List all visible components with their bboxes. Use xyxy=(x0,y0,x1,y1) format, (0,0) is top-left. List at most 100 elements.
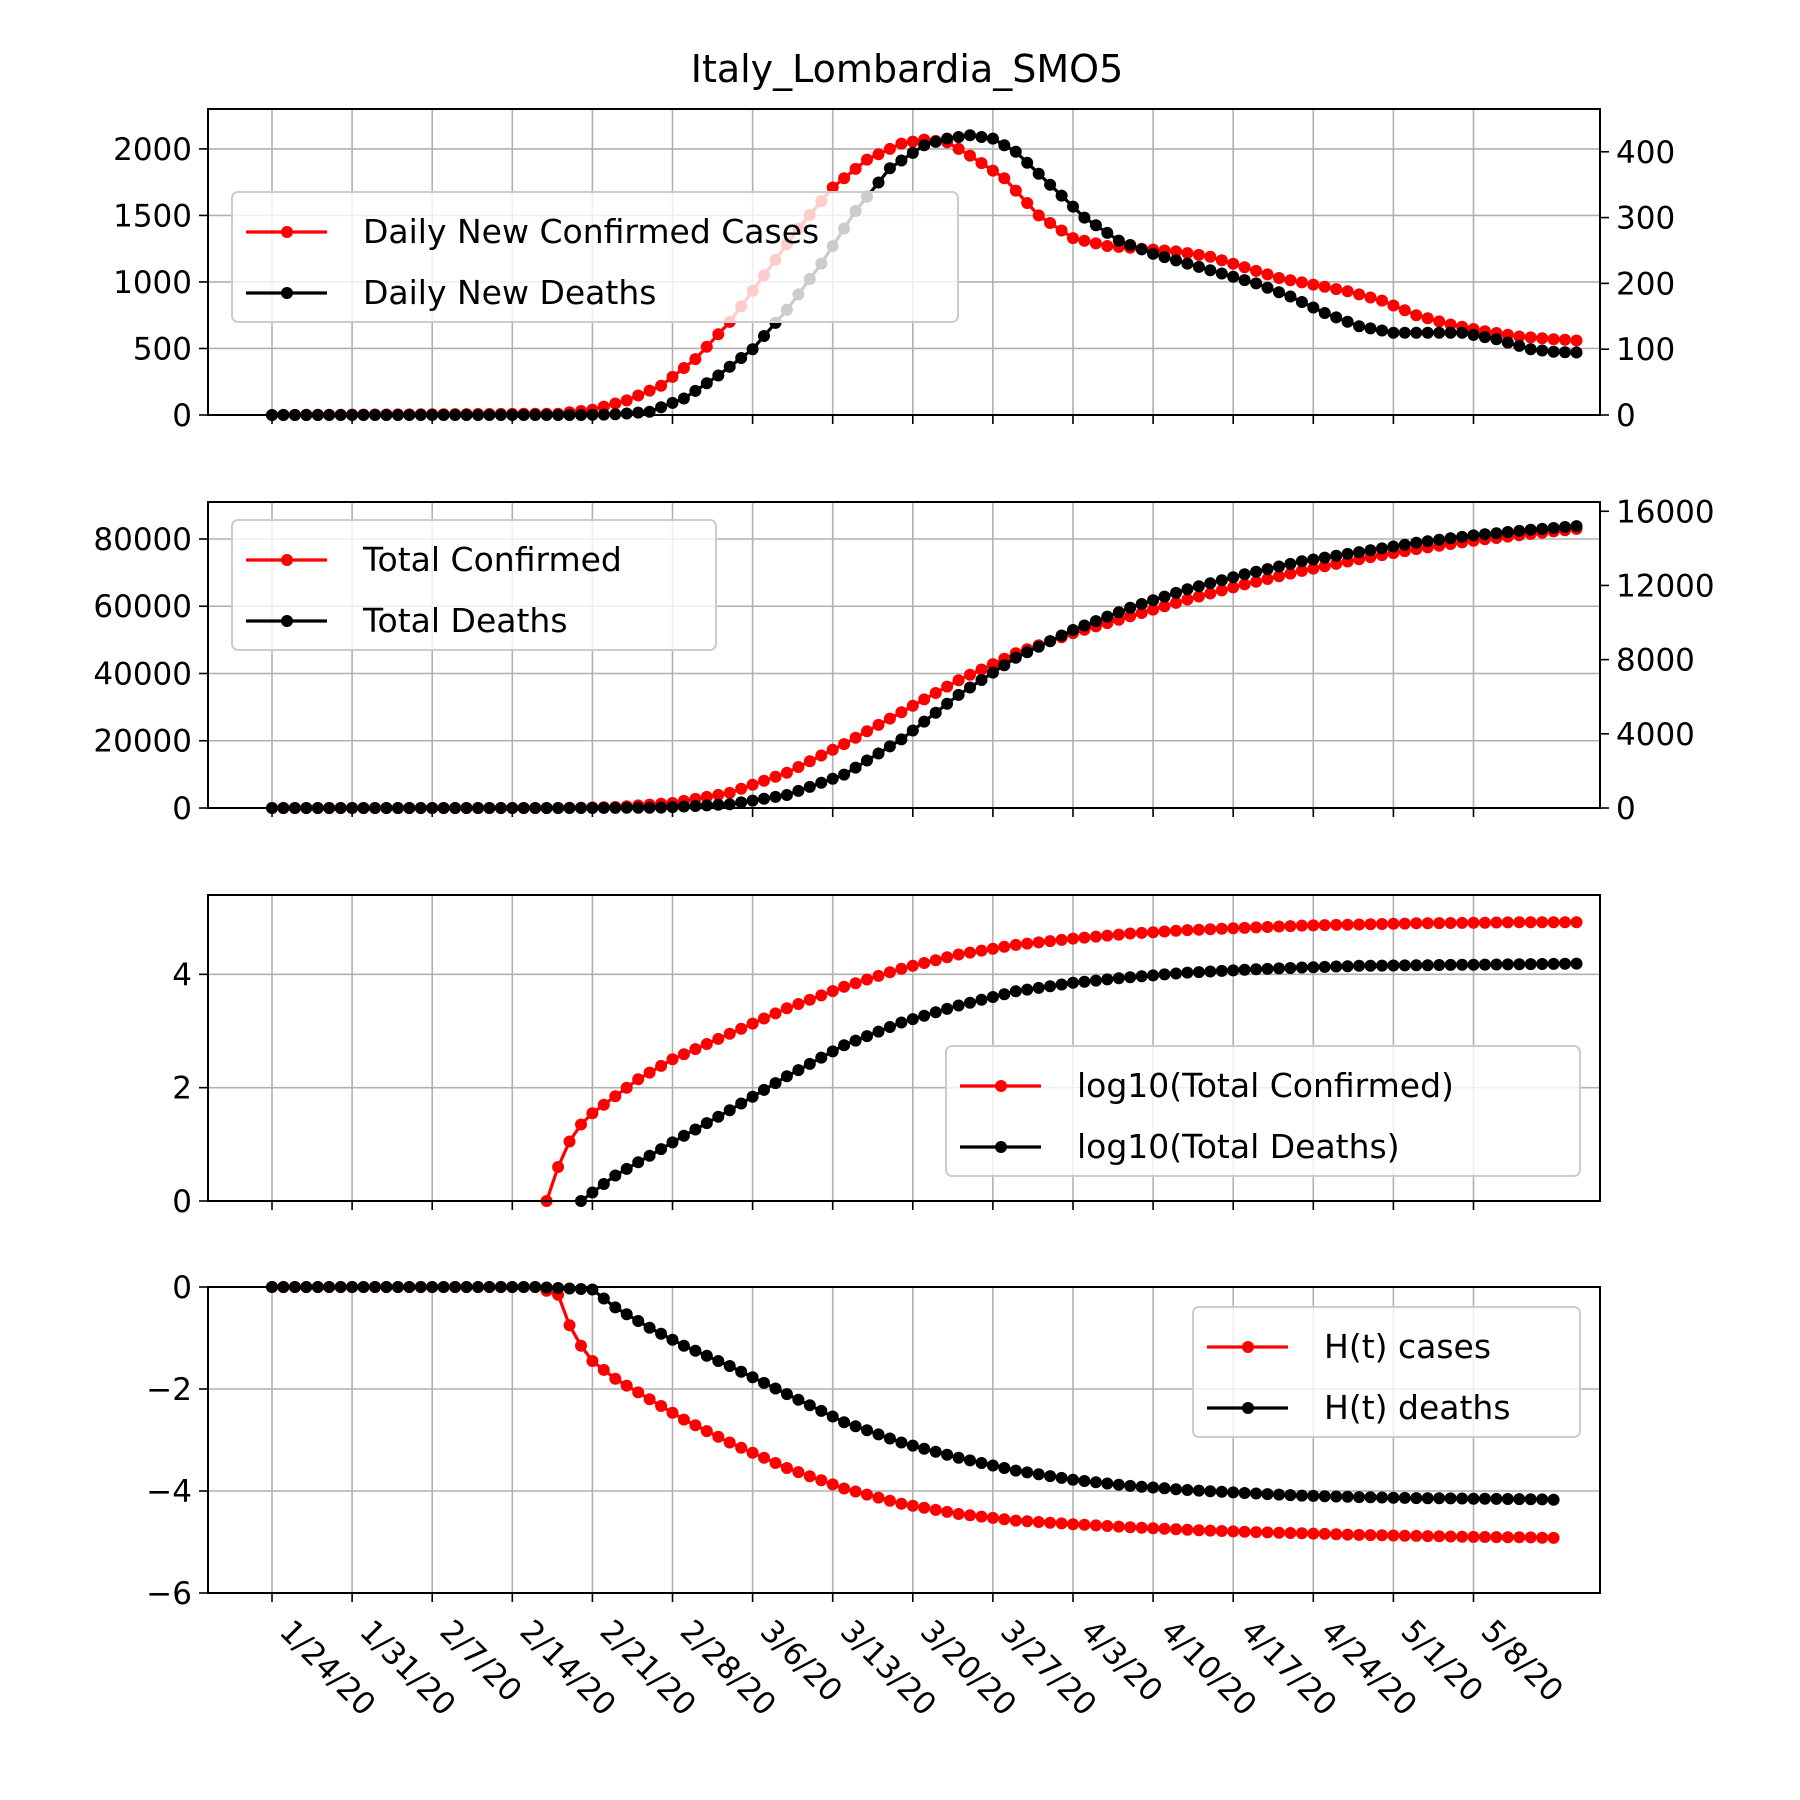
h-t-deaths-point xyxy=(1078,1475,1091,1487)
h-t-deaths-point xyxy=(1009,1464,1022,1477)
h-t-deaths-point xyxy=(826,1410,839,1423)
total-confirmed-point xyxy=(1147,603,1160,616)
log10-total-deaths--point xyxy=(1559,957,1571,970)
h-t-cases-point xyxy=(1501,1531,1514,1544)
log10-total-confirmed--point xyxy=(1192,923,1205,936)
daily-new-confirmed-cases-point xyxy=(838,172,851,185)
daily-new-confirmed-cases-point xyxy=(1330,283,1343,296)
daily-new-deaths-point xyxy=(677,392,690,405)
daily-new-confirmed-cases-point xyxy=(998,172,1011,185)
h-t-cases-point xyxy=(1536,1531,1549,1544)
total-deaths-point xyxy=(1192,580,1205,593)
daily-new-deaths-point xyxy=(1273,286,1285,299)
h-t-deaths-point xyxy=(1524,1493,1537,1506)
log10-total-deaths--point xyxy=(677,1129,690,1142)
legend-label: log10(Total Confirmed) xyxy=(1077,1066,1454,1105)
y-tick-label: 0 xyxy=(172,791,192,827)
daily-new-deaths-point xyxy=(1135,243,1148,256)
daily-new-confirmed-cases-point xyxy=(1227,257,1240,270)
daily-new-deaths-point xyxy=(1170,254,1182,267)
total-deaths-point xyxy=(1295,555,1308,568)
h-t-cases-point xyxy=(1467,1530,1480,1543)
daily-new-confirmed-cases-point xyxy=(1376,294,1388,307)
total-confirmed-point xyxy=(941,680,954,693)
log10-total-confirmed--point xyxy=(666,1053,679,1066)
daily-new-deaths-point xyxy=(1433,326,1446,339)
total-deaths-point xyxy=(1307,553,1320,566)
h-t-deaths-point xyxy=(929,1445,942,1458)
log10-total-deaths--point xyxy=(1456,958,1469,971)
log10-total-deaths--point xyxy=(1135,970,1148,983)
log10-total-deaths--point xyxy=(655,1143,668,1156)
daily-new-confirmed-cases-point xyxy=(1547,333,1560,346)
h-t-cases-point xyxy=(872,1491,885,1504)
log10-total-confirmed--point xyxy=(1398,917,1411,930)
total-deaths-point xyxy=(1524,523,1537,536)
daily-new-confirmed-cases-point xyxy=(1387,299,1400,312)
log10-total-deaths--point xyxy=(895,1016,908,1029)
total-confirmed-point xyxy=(1227,581,1240,594)
log10-total-confirmed--point xyxy=(975,944,988,957)
log10-total-confirmed--point xyxy=(1238,921,1251,934)
h-t-deaths-point xyxy=(918,1442,931,1455)
h-t-deaths-point xyxy=(1318,1490,1331,1503)
total-deaths-point xyxy=(1227,571,1240,584)
y-tick-label: 60000 xyxy=(93,589,192,625)
daily-new-deaths-point xyxy=(700,377,713,390)
total-deaths-point xyxy=(1570,520,1583,533)
daily-new-deaths-point xyxy=(918,139,931,152)
log10-total-deaths--point xyxy=(1273,962,1285,975)
daily-new-confirmed-cases-point xyxy=(1067,232,1079,245)
total-deaths-point xyxy=(975,674,988,686)
h-t-deaths-point xyxy=(609,1301,622,1314)
total-confirmed-point xyxy=(1170,596,1182,609)
log10-total-deaths--point xyxy=(929,1006,942,1019)
h-t-deaths-point xyxy=(712,1355,725,1367)
daily-new-confirmed-cases-point xyxy=(1513,330,1526,343)
daily-new-deaths-point xyxy=(1536,344,1549,357)
total-deaths-point xyxy=(1410,536,1423,549)
daily-new-deaths-point xyxy=(1410,326,1423,339)
log10-total-deaths--point xyxy=(1009,985,1022,998)
total-confirmed-point xyxy=(1318,560,1331,573)
log10-total-confirmed--point xyxy=(1055,933,1068,946)
log10-total-deaths--point xyxy=(769,1077,782,1090)
log10-total-deaths--point xyxy=(1147,969,1160,982)
daily-new-deaths-point xyxy=(1490,333,1503,346)
daily-new-deaths-point xyxy=(1513,339,1526,352)
log10-total-deaths--point xyxy=(586,1186,599,1199)
total-deaths-point xyxy=(918,715,931,728)
daily-new-deaths-point xyxy=(964,129,976,142)
total-confirmed-point xyxy=(815,749,828,762)
total-deaths-point xyxy=(1364,544,1377,557)
h-t-deaths-point xyxy=(1192,1484,1205,1497)
legend-box xyxy=(231,519,717,651)
log10-total-confirmed--point xyxy=(1490,916,1503,929)
daily-new-deaths-point xyxy=(1387,326,1400,339)
h-t-deaths-point xyxy=(895,1436,908,1449)
daily-new-confirmed-cases-point xyxy=(1089,237,1102,250)
legend-label: Total Confirmed xyxy=(362,540,622,579)
total-confirmed-point xyxy=(929,687,942,699)
daily-new-confirmed-cases-point xyxy=(1250,264,1263,277)
h-t-cases-point xyxy=(1067,1518,1079,1531)
daily-new-deaths-point xyxy=(929,135,942,148)
panel-totals: 0 20000 40000 60000 80000 0 4000 8000 12000 16000… xyxy=(93,494,1714,827)
h-t-deaths-point xyxy=(746,1371,759,1384)
daily-new-deaths-point xyxy=(723,360,736,373)
log10-total-deaths--point xyxy=(1490,958,1503,971)
daily-new-deaths-point xyxy=(1067,200,1079,213)
total-deaths-point xyxy=(906,724,919,737)
daily-new-confirmed-cases-point xyxy=(964,149,976,162)
daily-new-confirmed-cases-point xyxy=(1192,248,1205,261)
total-deaths-point xyxy=(1341,547,1354,560)
log10-total-deaths--point xyxy=(861,1030,873,1043)
log10-total-deaths--point xyxy=(1524,958,1537,971)
h-t-cases-point xyxy=(620,1379,633,1392)
log10-total-confirmed--point xyxy=(1261,921,1274,933)
h-t-cases-point xyxy=(1295,1527,1308,1540)
h-t-cases-point xyxy=(1238,1525,1251,1538)
daily-new-deaths-point xyxy=(1559,346,1571,359)
log10-total-confirmed--point xyxy=(575,1118,587,1131)
log10-total-confirmed--point xyxy=(1536,916,1549,929)
